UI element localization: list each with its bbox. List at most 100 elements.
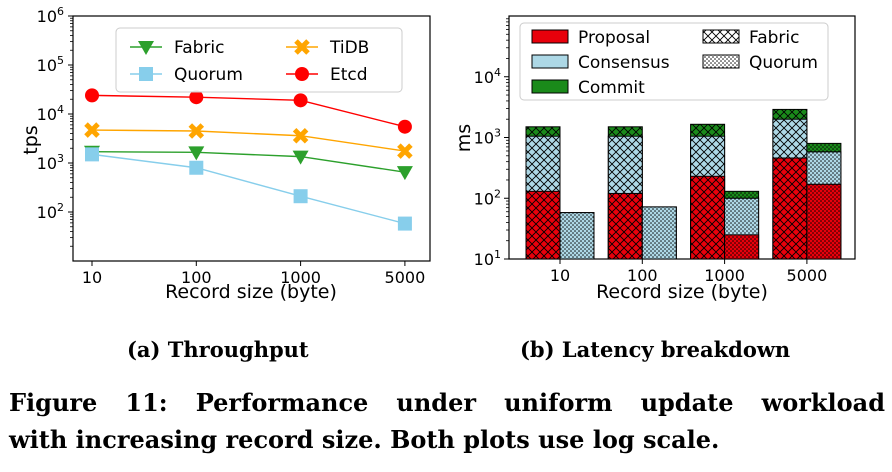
latency-xtick-label: 10 (550, 266, 570, 285)
bar-fabric-100-proposal-hatch (607, 192, 643, 260)
latency-legend: Proposal Consensus Commit Fabric Quorum (519, 22, 829, 101)
latency-ytick-label: 102 (474, 187, 501, 208)
throughput-legend-marker-tidb (294, 39, 310, 55)
throughput-point-etcd (397, 119, 412, 134)
throughput-series-lines (91, 94, 406, 225)
throughput-xtick-label: 5000 (385, 268, 426, 287)
throughput-x-ticks: 10 100 1000 5000 (82, 261, 425, 287)
latency-legend-quorum-swatch-hatch (703, 55, 739, 68)
throughput-xtick-label: 10 (82, 268, 102, 287)
throughput-ytick-label: 105 (37, 54, 64, 75)
latency-ytick-label-base: 10 (474, 129, 494, 148)
throughput-point-tidb (397, 143, 413, 159)
throughput-ytick-label-base: 10 (37, 203, 57, 222)
throughput-point-fabric (292, 150, 309, 165)
latency-legend-consensus-swatch (531, 54, 569, 69)
throughput-ytick-label-exponent: 2 (57, 201, 64, 214)
throughput-ytick-label: 102 (37, 201, 64, 222)
latency-legend-fabric-label: Fabric (749, 28, 800, 48)
latency-xtick-label: 5000 (787, 266, 828, 285)
throughput-point-fabric (396, 166, 413, 181)
throughput-point-tidb (84, 122, 100, 138)
bar-quorum-10-consensus-hatch (559, 212, 595, 260)
throughput-legend: Fabric Quorum TiDB Etcd (115, 27, 403, 93)
throughput-ytick-label-exponent: 3 (57, 152, 64, 165)
bar-fabric-1000-proposal-hatch (690, 175, 726, 260)
bar-fabric-10-proposal-hatch (525, 190, 561, 260)
latency-subcaption: (b) Latency breakdown (520, 337, 791, 362)
throughput-plot-frame (72, 15, 431, 262)
throughput-legend-marker-etcd (295, 67, 309, 81)
latency-legend-commit-swatch (531, 79, 569, 94)
bar-quorum-1000-proposal-hatch (724, 234, 760, 260)
throughput-legend-label-etcd: Etcd (330, 65, 368, 85)
latency-xtick-label: 100 (627, 266, 658, 285)
throughput-point-tidb (292, 127, 309, 144)
throughput-y-axis-label: tps (20, 125, 42, 154)
figure-caption-line1: Figure 11: Performance under uniform upd… (9, 384, 885, 421)
latency-legend-entries: Proposal Consensus Commit Fabric Quorum (531, 28, 818, 98)
throughput-ytick-label-exponent: 5 (57, 54, 64, 67)
throughput-ytick-label-exponent: 4 (57, 103, 64, 116)
throughput-legend-label-quorum: Quorum (174, 65, 243, 85)
latency-ytick-label: 104 (474, 66, 501, 87)
throughput-point-quorum (189, 160, 204, 175)
latency-ytick-label-exponent: 1 (494, 248, 501, 261)
throughput-line-quorum (91, 153, 406, 225)
throughput-ytick-label-exponent: 6 (57, 5, 64, 18)
throughput-subcaption: (a) Throughput (127, 337, 309, 362)
throughput-x-axis-label: Record size (byte) (165, 281, 337, 303)
latency-ytick-label-base: 10 (474, 250, 494, 269)
throughput-point-quorum (293, 189, 308, 204)
throughput-series-markers (84, 88, 413, 231)
latency-ytick-label-exponent: 2 (494, 187, 501, 200)
latency-stacked-bars (525, 108, 842, 260)
throughput-point-quorum (397, 216, 412, 231)
throughput-point-tidb (188, 123, 205, 139)
latency-legend-proposal-label: Proposal (578, 28, 650, 48)
throughput-legend-box (115, 27, 403, 93)
throughput-point-etcd (189, 90, 204, 105)
latency-xtick-label: 1000 (704, 266, 745, 285)
figure-caption-line2: with increasing record size. Both plots … (9, 425, 720, 454)
figure-caption-label: Figure 11: (9, 388, 168, 417)
latency-y-axis-label: ms (453, 124, 475, 152)
latency-legend-fabric-swatch-hatch (703, 30, 739, 43)
throughput-ytick-label-base: 10 (37, 56, 57, 75)
latency-ytick-label-base: 10 (474, 68, 494, 87)
latency-legend-box (519, 22, 829, 101)
throughput-xtick-label: 1000 (280, 268, 321, 287)
figure-caption: Figure 11: Performance under uniform upd… (9, 384, 885, 458)
throughput-legend-marker-quorum (139, 67, 153, 81)
latency-ytick-label-base: 10 (474, 189, 494, 208)
latency-legend-proposal-swatch (531, 29, 569, 44)
throughput-point-etcd (85, 88, 99, 103)
latency-ytick-label: 101 (474, 248, 501, 269)
latency-legend-consensus-label: Consensus (578, 53, 670, 73)
throughput-point-quorum (85, 147, 99, 162)
throughput-line-fabric (91, 151, 406, 173)
throughput-line-tidb (91, 129, 406, 152)
throughput-ytick-label: 106 (37, 5, 64, 26)
throughput-legend-marker-fabric (138, 41, 154, 55)
bar-quorum-5000-proposal-hatch (806, 183, 842, 260)
latency-x-ticks: 10 100 1000 5000 (550, 259, 827, 285)
throughput-point-fabric (188, 146, 205, 161)
throughput-ytick-label: 104 (37, 103, 64, 124)
latency-x-axis-label: Record size (byte) (596, 281, 768, 303)
throughput-ytick-label-base: 10 (37, 7, 57, 26)
throughput-ytick-label-base: 10 (37, 105, 57, 124)
throughput-line-etcd (91, 94, 406, 128)
throughput-legend-label-fabric: Fabric (174, 38, 225, 58)
throughput-xtick-label: 100 (181, 268, 212, 287)
latency-ytick-label-exponent: 3 (494, 127, 501, 140)
latency-legend-commit-label: Commit (578, 78, 645, 98)
latency-legend-quorum-label: Quorum (749, 53, 818, 73)
figure-caption-text1: Performance under uniform update workloa… (195, 388, 885, 417)
throughput-legend-entries: Fabric Quorum TiDB Etcd (130, 38, 369, 85)
